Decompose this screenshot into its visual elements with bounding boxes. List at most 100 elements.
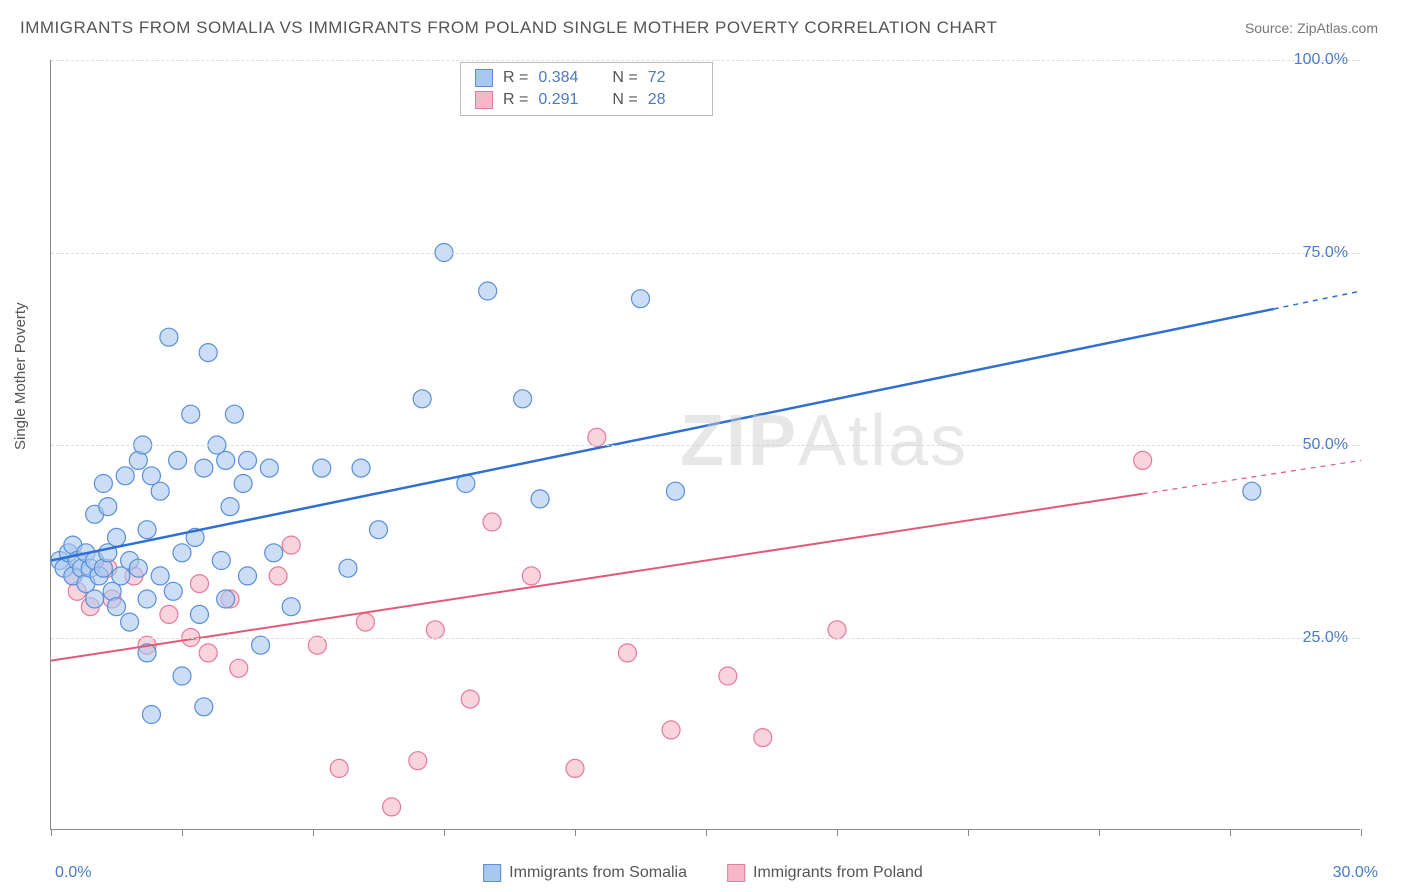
scatter-point bbox=[260, 459, 278, 477]
x-tick bbox=[313, 829, 314, 836]
scatter-point bbox=[190, 605, 208, 623]
scatter-point bbox=[199, 644, 217, 662]
scatter-point bbox=[632, 290, 650, 308]
scatter-point bbox=[160, 605, 178, 623]
x-tick bbox=[837, 829, 838, 836]
scatter-point bbox=[265, 544, 283, 562]
scatter-point bbox=[164, 582, 182, 600]
x-tick bbox=[1099, 829, 1100, 836]
n-label: N = bbox=[612, 69, 637, 87]
scatter-point bbox=[195, 698, 213, 716]
scatter-point bbox=[588, 428, 606, 446]
scatter-point bbox=[479, 282, 497, 300]
scatter-point bbox=[142, 706, 160, 724]
scatter-point bbox=[230, 659, 248, 677]
trend-line bbox=[51, 309, 1274, 561]
scatter-point bbox=[483, 513, 501, 531]
x-tick bbox=[51, 829, 52, 836]
stats-row-poland: R = 0.291 N = 28 bbox=[475, 89, 698, 111]
scatter-point bbox=[108, 598, 126, 616]
swatch-somalia bbox=[483, 864, 501, 882]
series-legend: Immigrants from Somalia Immigrants from … bbox=[483, 864, 923, 882]
scatter-point bbox=[129, 559, 147, 577]
scatter-point bbox=[138, 521, 156, 539]
scatter-point bbox=[190, 575, 208, 593]
scatter-point bbox=[409, 752, 427, 770]
scatter-point bbox=[531, 490, 549, 508]
scatter-point bbox=[356, 613, 374, 631]
stats-row-somalia: R = 0.384 N = 72 bbox=[475, 67, 698, 89]
scatter-point bbox=[234, 475, 252, 493]
scatter-point bbox=[195, 459, 213, 477]
gridline bbox=[51, 445, 1360, 446]
swatch-poland bbox=[475, 91, 493, 109]
x-tick-first: 0.0% bbox=[55, 864, 91, 882]
scatter-point bbox=[221, 498, 239, 516]
scatter-point bbox=[151, 482, 169, 500]
scatter-point bbox=[282, 536, 300, 554]
scatter-point bbox=[182, 405, 200, 423]
scatter-point bbox=[1134, 451, 1152, 469]
legend-item-somalia: Immigrants from Somalia bbox=[483, 864, 687, 882]
scatter-point bbox=[566, 759, 584, 777]
trend-line-extrapolated bbox=[1274, 291, 1361, 309]
scatter-point bbox=[719, 667, 737, 685]
scatter-point bbox=[225, 405, 243, 423]
x-tick bbox=[182, 829, 183, 836]
gridline bbox=[51, 638, 1360, 639]
gridline bbox=[51, 60, 1360, 61]
scatter-point bbox=[313, 459, 331, 477]
x-tick bbox=[444, 829, 445, 836]
gridline bbox=[51, 253, 1360, 254]
scatter-point bbox=[239, 451, 257, 469]
n-label: N = bbox=[612, 91, 637, 109]
y-tick-label: 25.0% bbox=[1303, 629, 1348, 647]
n-value: 28 bbox=[648, 91, 698, 109]
scatter-point bbox=[618, 644, 636, 662]
source-label: Source: ZipAtlas.com bbox=[1245, 20, 1378, 36]
n-value: 72 bbox=[648, 69, 698, 87]
x-tick bbox=[706, 829, 707, 836]
r-value: 0.291 bbox=[538, 91, 588, 109]
scatter-point bbox=[308, 636, 326, 654]
scatter-point bbox=[217, 590, 235, 608]
scatter-point bbox=[1243, 482, 1261, 500]
scatter-point bbox=[828, 621, 846, 639]
legend-item-poland: Immigrants from Poland bbox=[727, 864, 923, 882]
scatter-point bbox=[173, 667, 191, 685]
scatter-point bbox=[522, 567, 540, 585]
y-axis-label: Single Mother Poverty bbox=[12, 302, 29, 450]
y-tick-label: 50.0% bbox=[1303, 436, 1348, 454]
scatter-point bbox=[514, 390, 532, 408]
scatter-point bbox=[94, 475, 112, 493]
scatter-point bbox=[383, 798, 401, 816]
x-tick bbox=[968, 829, 969, 836]
scatter-point bbox=[282, 598, 300, 616]
y-tick-label: 75.0% bbox=[1303, 244, 1348, 262]
swatch-somalia bbox=[475, 69, 493, 87]
legend-label: Immigrants from Poland bbox=[753, 864, 923, 882]
scatter-point bbox=[151, 567, 169, 585]
scatter-point bbox=[239, 567, 257, 585]
scatter-point bbox=[461, 690, 479, 708]
scatter-point bbox=[352, 459, 370, 477]
scatter-point bbox=[426, 621, 444, 639]
x-tick-last: 30.0% bbox=[1333, 864, 1378, 882]
scatter-point bbox=[370, 521, 388, 539]
scatter-point bbox=[269, 567, 287, 585]
scatter-point bbox=[212, 552, 230, 570]
scatter-point bbox=[413, 390, 431, 408]
x-tick bbox=[1361, 829, 1362, 836]
r-label: R = bbox=[503, 91, 528, 109]
r-label: R = bbox=[503, 69, 528, 87]
scatter-point bbox=[199, 344, 217, 362]
scatter-point bbox=[116, 467, 134, 485]
scatter-point bbox=[108, 528, 126, 546]
swatch-poland bbox=[727, 864, 745, 882]
scatter-point bbox=[252, 636, 270, 654]
scatter-point bbox=[99, 498, 117, 516]
scatter-point bbox=[339, 559, 357, 577]
scatter-point bbox=[160, 328, 178, 346]
scatter-point bbox=[121, 613, 139, 631]
y-tick-label: 100.0% bbox=[1294, 51, 1348, 69]
